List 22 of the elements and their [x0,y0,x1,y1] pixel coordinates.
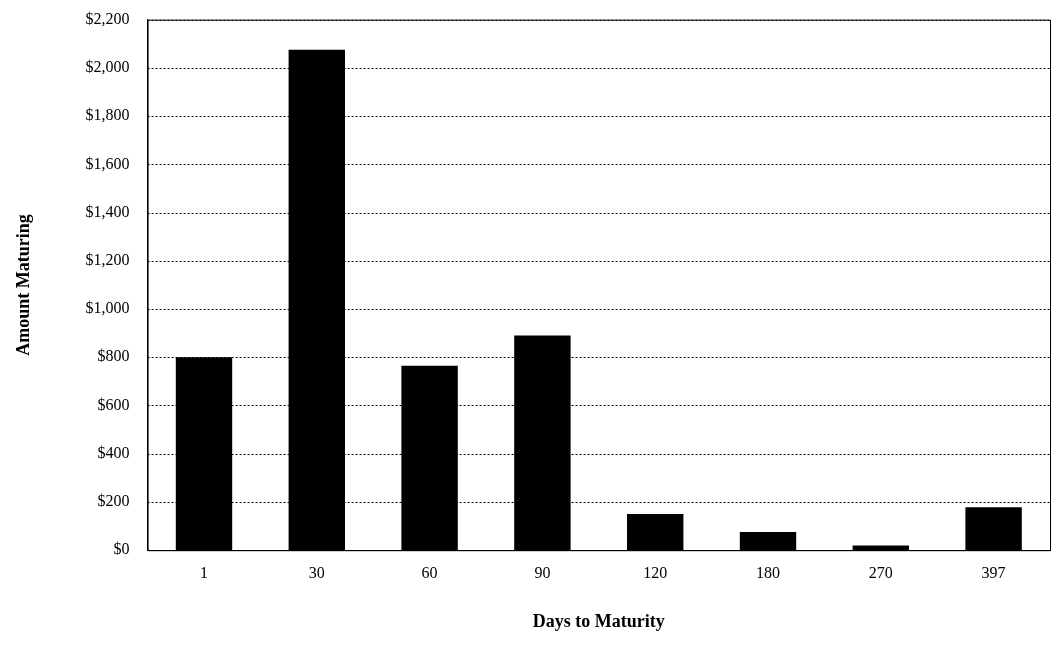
x-tick-label: 30 [308,564,325,581]
x-tick-label: 397 [981,564,1006,581]
y-tick-label: $1,600 [85,154,130,172]
y-tick-label: $400 [97,443,130,461]
y-tick-label: $600 [97,395,130,413]
y-tick-label: $0 [113,540,130,558]
y-tick-label: $200 [97,492,130,510]
x-tick-label: 60 [421,564,438,581]
x-tick-label: 180 [756,564,780,581]
y-tick-label: $800 [97,347,130,365]
y-tick-label: $1,000 [85,299,130,317]
y-tick-label: $2,200 [85,9,130,27]
y-tick-label: $1,200 [85,250,130,268]
x-tick-label: 1 [200,564,208,581]
x-axis-title: Days to Maturity [532,610,665,631]
y-axis-title: Amount Maturing [13,214,34,356]
y-tick-label: $1,400 [85,202,130,220]
y-tick-label: $1,800 [85,106,130,124]
x-tick-label: 270 [868,564,893,581]
x-tick-label: 90 [534,564,551,581]
x-tick-label: 120 [643,564,668,581]
y-tick-label: $2,000 [85,58,130,76]
